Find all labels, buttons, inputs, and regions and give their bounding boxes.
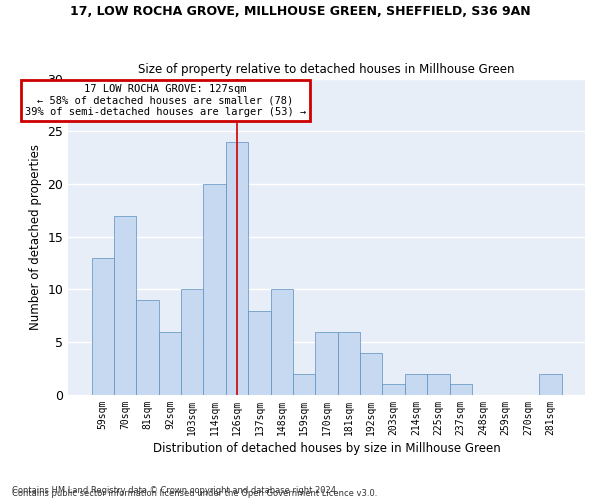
- Text: Contains public sector information licensed under the Open Government Licence v3: Contains public sector information licen…: [12, 488, 377, 498]
- Text: 17 LOW ROCHA GROVE: 127sqm
← 58% of detached houses are smaller (78)
39% of semi: 17 LOW ROCHA GROVE: 127sqm ← 58% of deta…: [25, 84, 306, 117]
- Bar: [158, 332, 181, 395]
- Bar: [293, 374, 316, 395]
- Bar: [382, 384, 405, 395]
- X-axis label: Distribution of detached houses by size in Millhouse Green: Distribution of detached houses by size …: [152, 442, 500, 455]
- Bar: [405, 374, 427, 395]
- Text: 17, LOW ROCHA GROVE, MILLHOUSE GREEN, SHEFFIELD, S36 9AN: 17, LOW ROCHA GROVE, MILLHOUSE GREEN, SH…: [70, 5, 530, 18]
- Bar: [248, 310, 271, 395]
- Y-axis label: Number of detached properties: Number of detached properties: [29, 144, 42, 330]
- Bar: [271, 290, 293, 395]
- Bar: [539, 374, 562, 395]
- Bar: [427, 374, 449, 395]
- Bar: [226, 142, 248, 395]
- Bar: [114, 216, 136, 395]
- Bar: [203, 184, 226, 395]
- Bar: [181, 290, 203, 395]
- Text: Contains HM Land Registry data © Crown copyright and database right 2024.: Contains HM Land Registry data © Crown c…: [12, 486, 338, 495]
- Title: Size of property relative to detached houses in Millhouse Green: Size of property relative to detached ho…: [138, 63, 515, 76]
- Bar: [338, 332, 360, 395]
- Bar: [136, 300, 158, 395]
- Bar: [92, 258, 114, 395]
- Bar: [449, 384, 472, 395]
- Bar: [316, 332, 338, 395]
- Bar: [360, 353, 382, 395]
